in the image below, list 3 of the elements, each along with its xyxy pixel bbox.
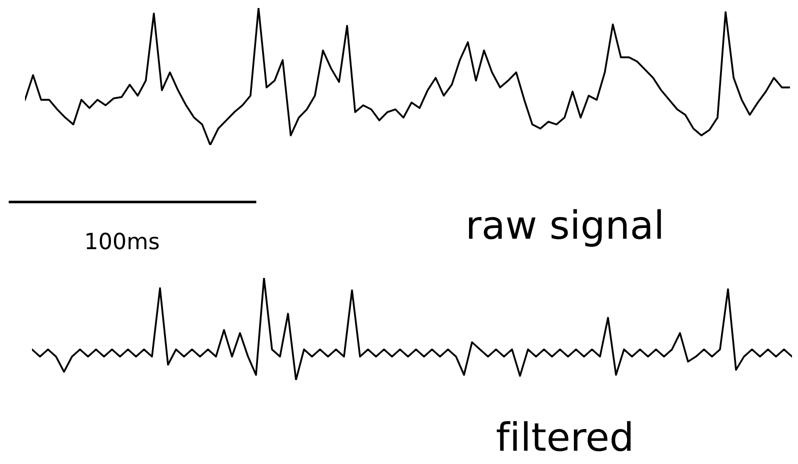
text: filtered xyxy=(496,421,631,452)
text: raw signal xyxy=(469,209,661,247)
text: 100ms xyxy=(86,232,159,250)
